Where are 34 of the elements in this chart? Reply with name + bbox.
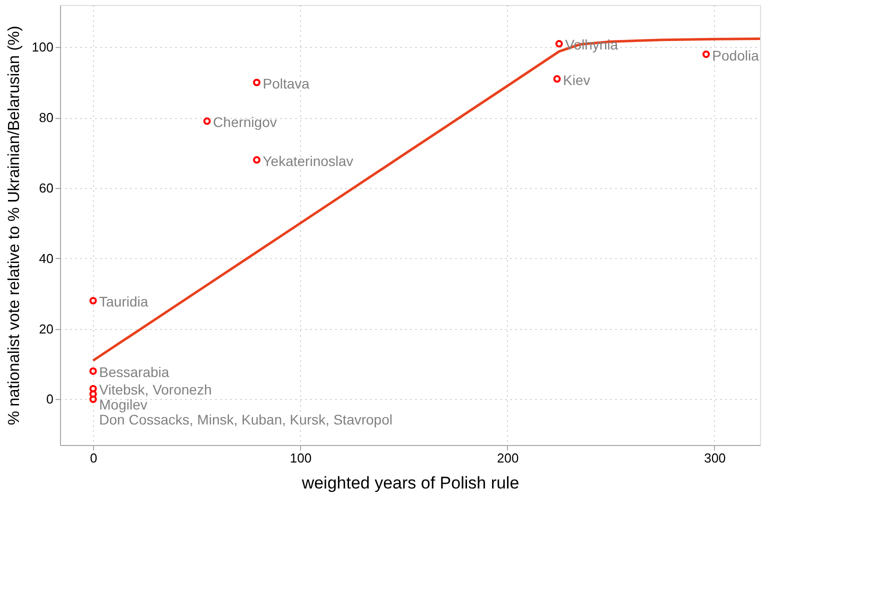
y-tick-label: 40 bbox=[39, 250, 54, 266]
point bbox=[89, 296, 97, 304]
y-tick-label: 20 bbox=[39, 321, 54, 336]
annotation: Mogilev bbox=[99, 396, 148, 413]
point bbox=[89, 384, 97, 392]
annotation: Tauridia bbox=[99, 294, 148, 310]
x-axis-title: weighted years of Polish rule bbox=[300, 474, 520, 492]
annotation: Poltava bbox=[262, 75, 310, 92]
line-series bbox=[92, 38, 762, 362]
point bbox=[253, 78, 260, 86]
x-tick-label: 300 bbox=[704, 450, 726, 466]
y-axis-title: % nationalist vote relative to % Ukrainian/Belarusian (%) bbox=[6, 26, 23, 426]
annotation: Vitebsk, Voronezh bbox=[99, 382, 212, 398]
point bbox=[89, 367, 97, 375]
annotation: Kiev bbox=[563, 72, 590, 88]
annotation: Don Cossacks, Minsk, Kuban, Kursk, Stavropol bbox=[99, 412, 392, 428]
point bbox=[203, 117, 211, 125]
point bbox=[555, 40, 563, 48]
x-tick-label: 0 bbox=[90, 450, 98, 466]
point bbox=[253, 156, 260, 164]
annotation: Podolia bbox=[712, 47, 760, 64]
y-tick-label: 60 bbox=[39, 180, 54, 196]
point bbox=[89, 396, 97, 403]
x-tick-label: 200 bbox=[496, 450, 519, 466]
annotation: Bessarabia bbox=[99, 364, 170, 380]
annotation: Yekaterinoslav bbox=[262, 152, 354, 169]
point bbox=[553, 75, 561, 83]
annotation: Chernigov bbox=[213, 114, 277, 130]
x-tick-label: 100 bbox=[290, 450, 312, 466]
y-tick-label: 100 bbox=[32, 40, 54, 55]
y-tick-label: 80 bbox=[39, 110, 54, 126]
point bbox=[702, 50, 710, 58]
point bbox=[89, 390, 97, 398]
y-tick-label: 0 bbox=[46, 392, 54, 407]
